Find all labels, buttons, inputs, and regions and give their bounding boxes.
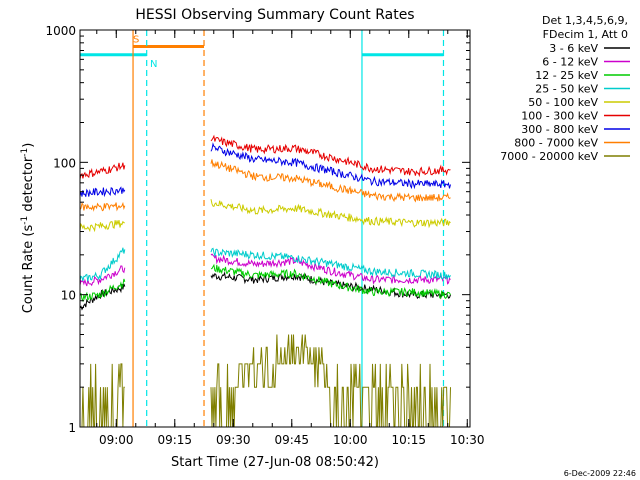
series-line	[80, 283, 126, 311]
legend-entry-label: 50 - 100 keV	[528, 96, 598, 109]
annotation-label: S	[133, 35, 139, 46]
legend-entry-label: 300 - 800 keV	[521, 123, 598, 136]
annotation-label: N	[150, 59, 157, 70]
series-line	[210, 159, 451, 203]
series-line	[80, 186, 126, 198]
plot-frame	[79, 29, 471, 428]
x-tick-label: 09:15	[157, 433, 192, 447]
annotations-layer: SN	[80, 30, 445, 427]
legend-entry-label: 3 - 6 keV	[549, 42, 598, 55]
y-axis-label: Count Rate (s-1 detector-1)	[20, 143, 36, 314]
x-tick-label: 10:00	[333, 433, 368, 447]
y-tick-label: 10	[61, 289, 76, 303]
legend-entry-label: 25 - 50 keV	[535, 83, 598, 96]
x-tick-label: 09:00	[99, 433, 134, 447]
legend-entry-label: 800 - 7000 keV	[514, 137, 598, 150]
series-line	[210, 134, 451, 178]
legend-entry-label: 12 - 25 keV	[535, 69, 598, 82]
series-line	[210, 247, 451, 280]
series-line	[80, 247, 126, 282]
series-line	[210, 142, 451, 190]
series-line	[80, 265, 126, 287]
x-tick-label: 10:30	[450, 433, 485, 447]
series-line	[80, 219, 125, 233]
series-line	[80, 363, 125, 427]
legend-entry-label: 100 - 300 keV	[521, 110, 598, 123]
series-line	[80, 162, 126, 180]
x-axis-label: Start Time (27-Jun-08 08:50:42)	[171, 455, 379, 470]
series-line	[210, 199, 451, 229]
x-tick-label: 09:30	[216, 433, 251, 447]
legend-entry-label: 6 - 12 keV	[542, 56, 598, 69]
y-tick-label: 100	[53, 156, 76, 170]
series-line	[210, 253, 451, 285]
x-tick-label: 09:45	[274, 433, 309, 447]
legend-header-line2: FDecim 1, Att 0	[543, 28, 628, 41]
series-line	[80, 278, 126, 303]
series-line	[210, 334, 451, 427]
series-line	[80, 201, 126, 212]
y-tick-label: 1000	[45, 24, 76, 38]
axes: 09:00 09:15 09:30 09:45 10:00 10:15 10:30 1 10 10…	[45, 24, 484, 447]
series-line	[210, 263, 451, 300]
footer-date: 6-Dec-2009 22:46	[564, 469, 636, 478]
x-tick-label: 10:15	[391, 433, 426, 447]
legend-entry-label: 7000 - 20000 keV	[500, 150, 598, 163]
chart-title: HESSI Observing Summary Count Rates	[135, 7, 414, 23]
series-layer	[80, 134, 451, 427]
legend-header-line1: Det 1,3,4,5,6,9,	[542, 14, 628, 27]
y-tick-label: 1	[68, 421, 76, 435]
legend: Det 1,3,4,5,6,9, FDecim 1, Att 0 3 - 6 k…	[500, 14, 630, 163]
